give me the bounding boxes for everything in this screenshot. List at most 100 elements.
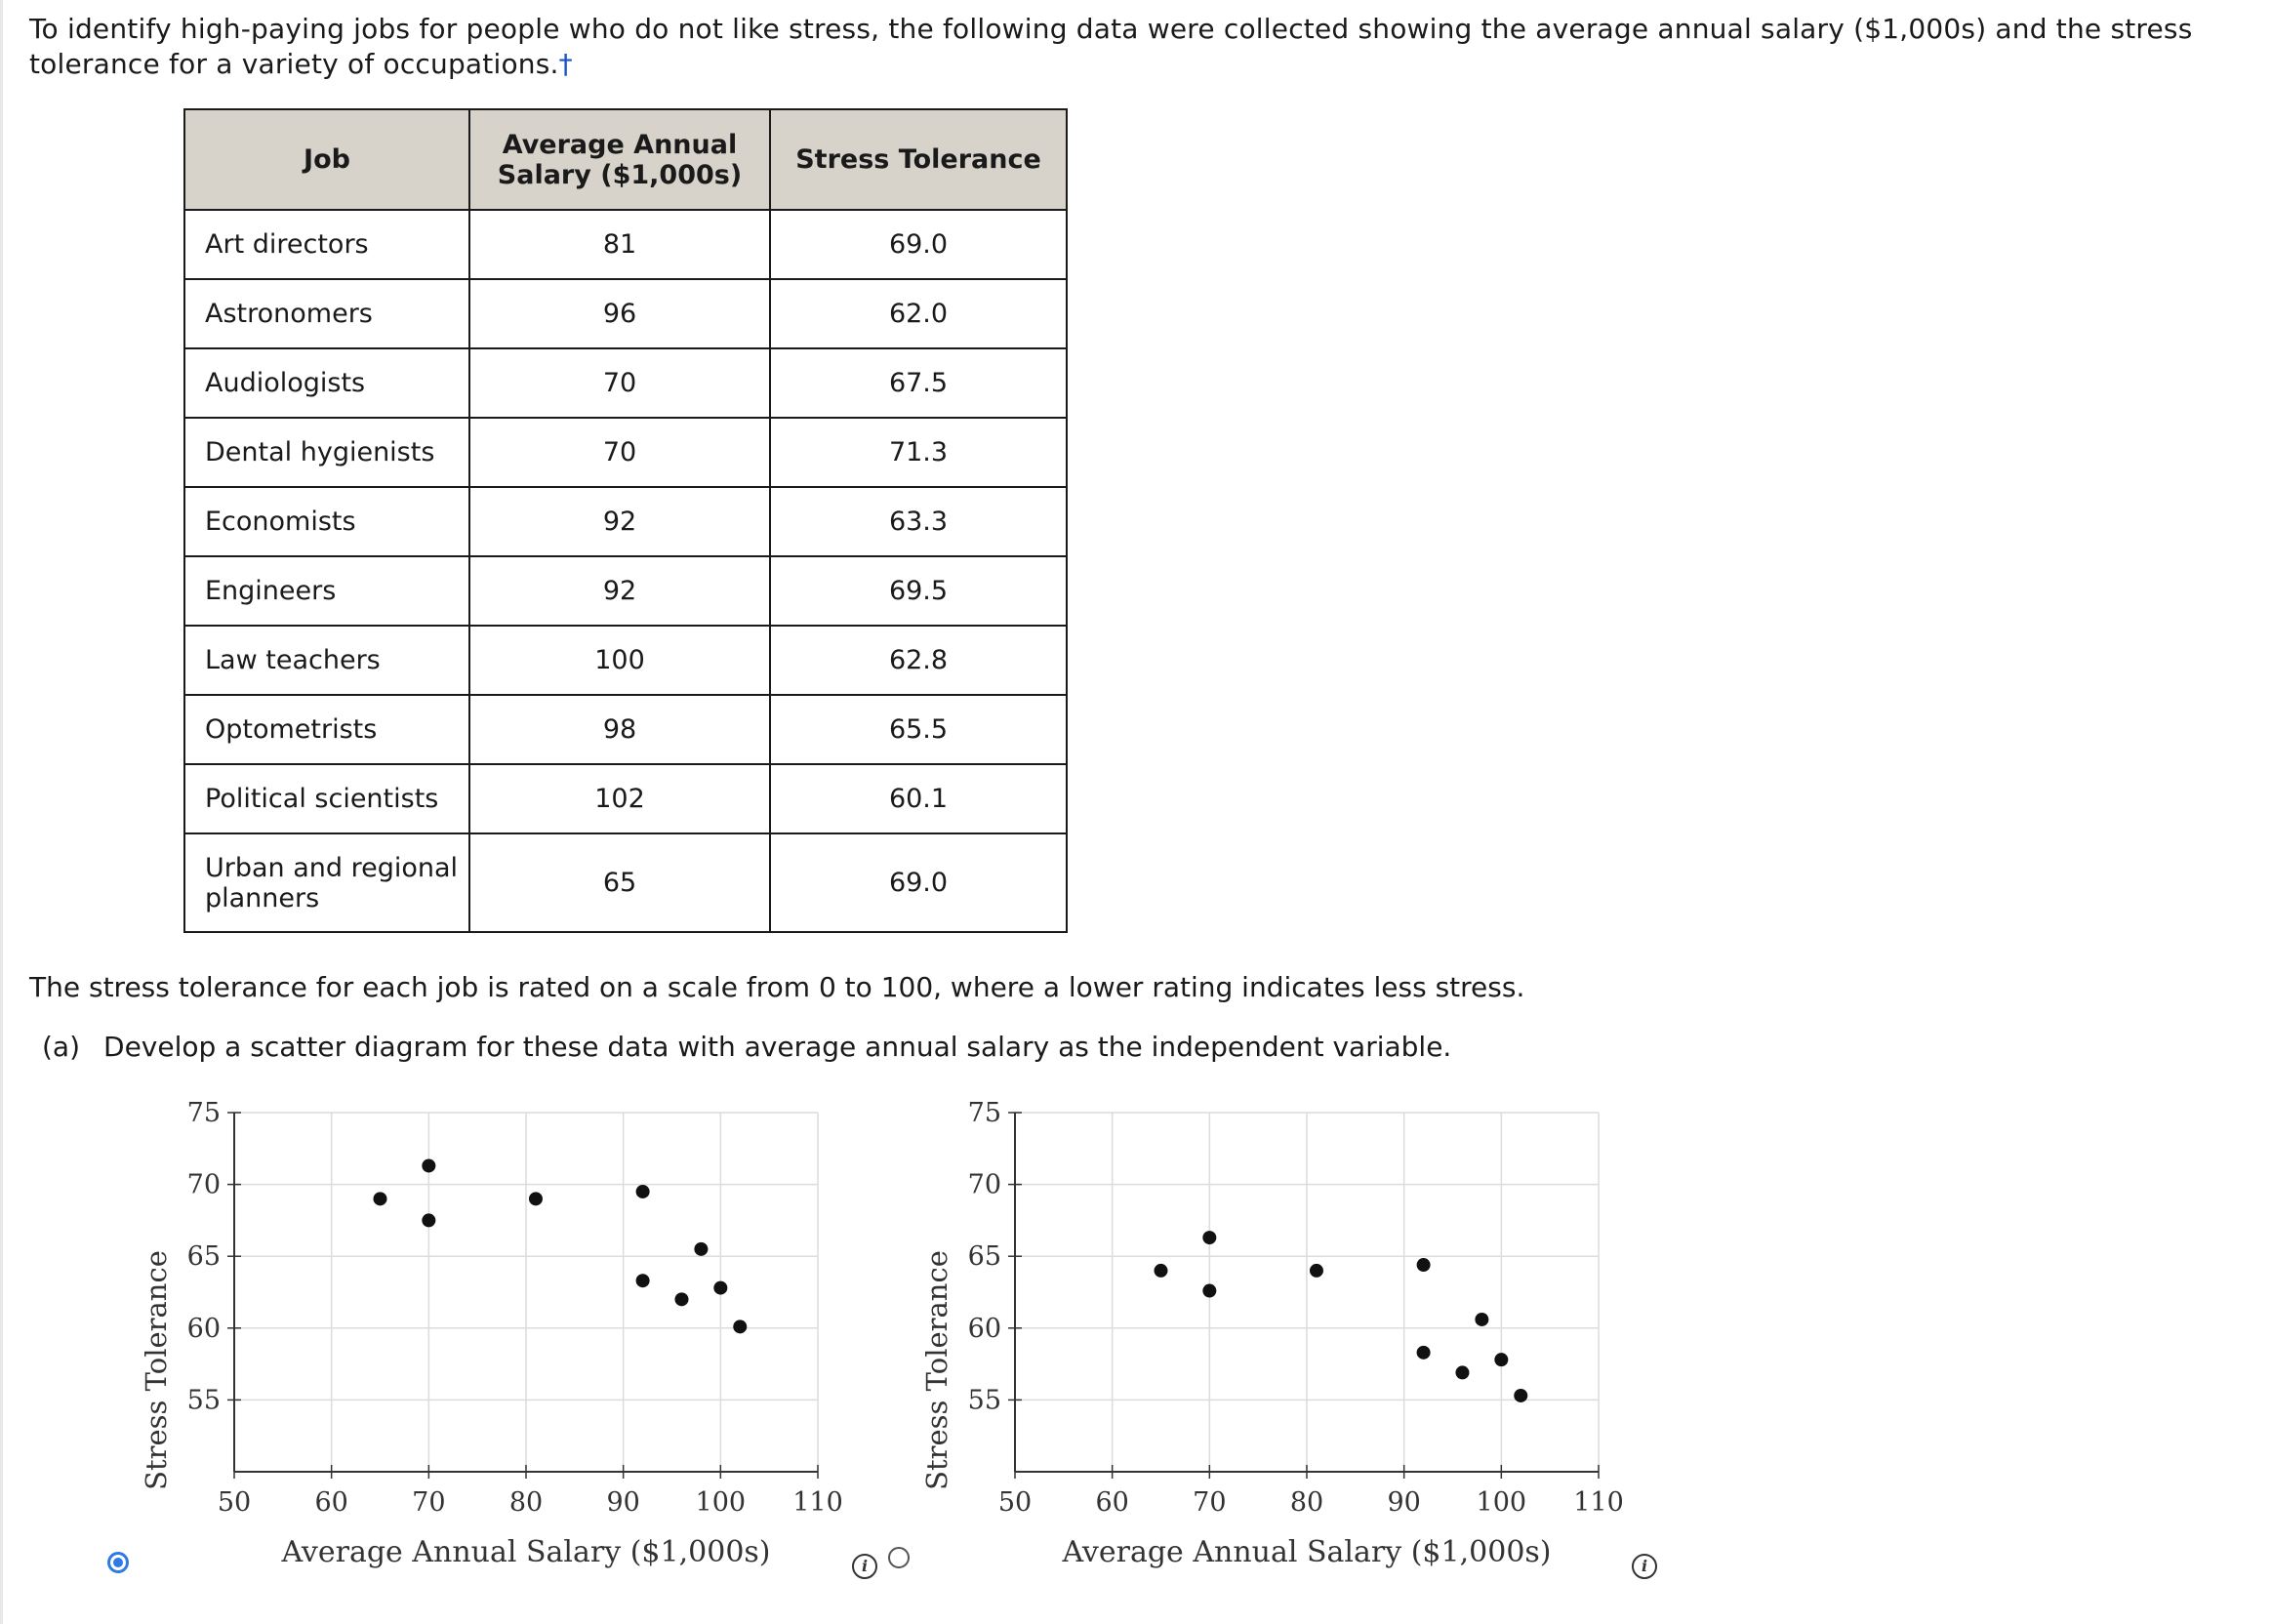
table-row: Engineers 92 69.5 [183,555,1068,627]
scatter-plot-svg: 55 60 65 70 75 50 60 70 80 90 100 110 Average Annual… [140,1098,843,1569]
data-point [1202,1283,1217,1298]
x-tick-label: 90 [1387,1487,1420,1518]
salary-cell: 70 [468,347,771,419]
x-tick-label: 80 [509,1487,543,1518]
table-row: Law teachers 100 62.8 [183,625,1068,696]
job-cell: Urban and regional planners [183,832,470,933]
salary-cell: 98 [468,694,771,765]
y-tick-label: 60 [187,1314,221,1344]
data-point [694,1241,709,1256]
stress-cell: 69.0 [769,832,1068,933]
salary-cell: 96 [468,278,771,349]
x-tick-label: 60 [314,1487,347,1518]
header-stress: Stress Tolerance [769,108,1068,211]
data-point [674,1292,689,1307]
data-point [1455,1365,1470,1380]
data-point [1475,1312,1489,1326]
x-tick-label: 60 [1095,1487,1128,1518]
job-cell: Engineers [183,555,470,627]
y-tick-label: 60 [968,1314,1001,1344]
salary-cell: 100 [468,625,771,696]
x-axis-label: Average Annual Salary ($1,000s) [1061,1535,1551,1569]
option-2-radio[interactable] [888,1547,910,1568]
table-row: Optometrists 98 65.5 [183,694,1068,765]
intro-paragraph: To identify high-paying jobs for people … [29,12,2245,82]
data-point [635,1274,650,1288]
scatter-chart-option-1: 55 60 65 70 75 50 60 70 80 90 100 110 Average Annual… [127,1074,869,1604]
data-point [422,1158,436,1173]
scatter-chart-option-2: 55 60 65 70 75 50 60 70 80 90 100 110 Average Annual… [908,1074,1649,1604]
job-cell: Optometrists [183,694,470,765]
question-label: (a) [42,1031,81,1063]
x-tick-label: 110 [792,1487,843,1518]
y-tick-label: 70 [968,1170,1001,1200]
y-tick-label: 70 [187,1170,221,1200]
data-point [1514,1388,1528,1402]
stress-cell: 67.5 [769,347,1068,419]
y-tick-label: 55 [187,1385,221,1415]
data-point [733,1320,748,1334]
job-cell: Political scientists [183,763,470,834]
question-text: Develop a scatter diagram for these data… [103,1031,1452,1063]
scatter-plot-svg: 55 60 65 70 75 50 60 70 80 90 100 110 Average Annual… [920,1098,1624,1569]
table-row: Political scientists 102 60.1 [183,763,1068,834]
salary-stress-table: Job Average Annual Salary ($1,000s) Stre… [183,108,1068,933]
left-border [0,0,3,1624]
salary-cell: 70 [468,417,771,488]
data-point [635,1184,650,1198]
table-header-row: Job Average Annual Salary ($1,000s) Stre… [183,108,1068,211]
data-point [1416,1345,1431,1360]
x-tick-label: 100 [696,1487,747,1518]
data-point [373,1192,387,1206]
header-job: Job [183,108,470,211]
data-point [1309,1263,1323,1278]
x-tick-label: 90 [606,1487,639,1518]
salary-cell: 92 [468,486,771,557]
y-tick-label: 65 [968,1241,1001,1272]
job-cell: Art directors [183,209,470,280]
data-point [1416,1258,1431,1273]
stress-cell: 65.5 [769,694,1068,765]
table-row: Economists 92 63.3 [183,486,1068,557]
salary-cell: 102 [468,763,771,834]
stress-cell: 62.0 [769,278,1068,349]
x-tick-label: 70 [412,1487,445,1518]
salary-cell: 81 [468,209,771,280]
info-icon[interactable]: i [852,1554,877,1579]
stress-cell: 69.5 [769,555,1068,627]
option-1-radio[interactable] [107,1552,129,1573]
stress-cell: 63.3 [769,486,1068,557]
question-a: (a) Develop a scatter diagram for these d… [42,1031,1451,1063]
salary-cell: 92 [468,555,771,627]
y-axis-label: Stress Tolerance [140,1250,173,1490]
x-tick-label: 50 [998,1487,1032,1518]
x-tick-label: 100 [1477,1487,1527,1518]
y-axis-label: Stress Tolerance [920,1250,953,1490]
data-point [1154,1263,1168,1278]
info-icon[interactable]: i [1632,1554,1657,1579]
job-cell: Audiologists [183,347,470,419]
data-point [1494,1353,1509,1367]
header-salary: Average Annual Salary ($1,000s) [468,108,771,211]
stress-cell: 60.1 [769,763,1068,834]
stress-scale-note: The stress tolerance for each job is rat… [29,971,1525,1003]
table-row: Urban and regional planners 65 69.0 [183,832,1068,933]
intro-text: To identify high-paying jobs for people … [29,13,2193,80]
table-row: Audiologists 70 67.5 [183,347,1068,419]
stress-cell: 71.3 [769,417,1068,488]
x-tick-label: 110 [1573,1487,1624,1518]
x-tick-label: 80 [1290,1487,1323,1518]
table-row: Dental hygienists 70 71.3 [183,417,1068,488]
data-point [1202,1231,1217,1245]
stress-cell: 62.8 [769,625,1068,696]
x-tick-label: 50 [218,1487,251,1518]
data-point [713,1280,728,1295]
table-row: Art directors 81 69.0 [183,209,1068,280]
salary-cell: 65 [468,832,771,933]
data-point [422,1213,436,1228]
footnote-link[interactable]: † [558,48,573,80]
job-cell: Economists [183,486,470,557]
x-tick-label: 70 [1193,1487,1226,1518]
y-tick-label: 55 [968,1385,1001,1415]
y-tick-label: 65 [187,1241,221,1272]
